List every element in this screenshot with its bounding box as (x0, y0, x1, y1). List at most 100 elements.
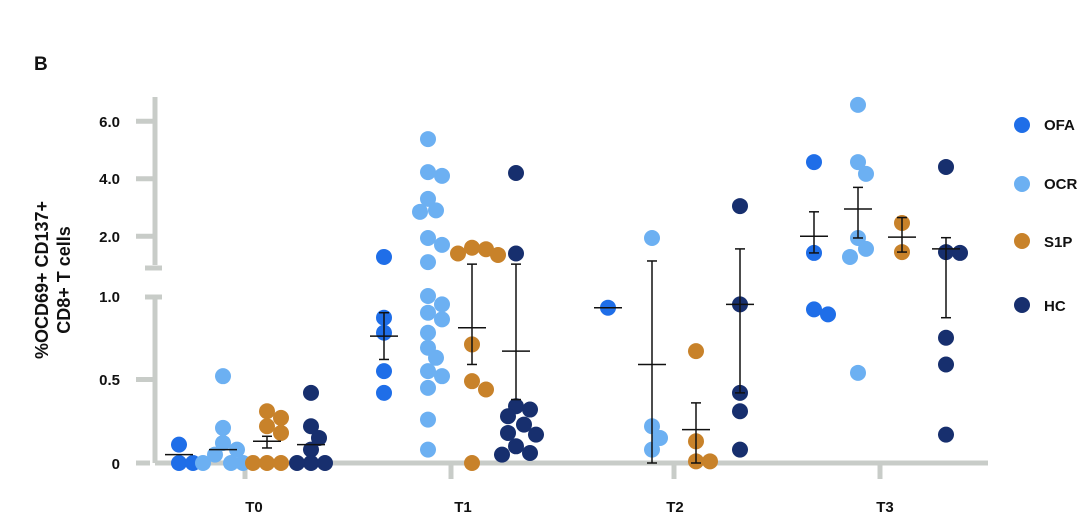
data-point-ocr (420, 304, 436, 321)
legend-marker-s1p (1014, 233, 1030, 249)
data-point-ocr (215, 419, 231, 436)
data-point-s1p (259, 418, 275, 435)
y-axis-label-line-1: %OCD69+ CD137+ (32, 201, 52, 359)
y-tick-label: 6.0 (99, 114, 120, 131)
x-tick-label: T1 (454, 499, 472, 516)
data-point-s1p (478, 241, 494, 258)
data-point-s1p (450, 245, 466, 262)
legend-marker-hc (1014, 297, 1030, 313)
data-point-s1p (464, 239, 480, 256)
data-point-ocr (215, 434, 231, 451)
data-point-s1p (245, 455, 261, 471)
data-point-s1p (702, 453, 718, 470)
legend-marker-ofa (1014, 117, 1030, 133)
data-point-ocr (420, 190, 436, 207)
data-point-hc (508, 245, 524, 262)
data-point-ocr (434, 368, 450, 385)
data-point-ofa (376, 384, 392, 401)
data-point-hc (528, 426, 544, 443)
data-point-ocr (420, 229, 436, 246)
data-point-s1p (464, 455, 480, 471)
data-point-ofa (376, 248, 392, 265)
data-point-ocr (652, 429, 668, 446)
data-point-s1p (464, 373, 480, 390)
data-point-ofa (171, 436, 187, 453)
data-point-ocr (420, 363, 436, 380)
x-tick-label: T2 (666, 499, 684, 516)
data-point-ofa (806, 301, 822, 318)
data-point-ocr (434, 296, 450, 313)
data-point-hc (303, 418, 319, 435)
data-point-ocr (858, 165, 874, 182)
legend-marker-ocr (1014, 176, 1030, 192)
data-point-hc (938, 356, 954, 373)
data-point-ocr (223, 455, 239, 471)
data-point-ocr (850, 154, 866, 171)
data-point-hc (522, 444, 538, 461)
data-point-hc (303, 455, 319, 471)
data-point-ocr (420, 131, 436, 148)
data-point-hc (317, 455, 333, 471)
data-point-hc (303, 441, 319, 458)
data-point-hc (732, 441, 748, 458)
y-tick-label: 4.0 (99, 171, 120, 188)
data-point-hc (952, 244, 968, 261)
data-point-ocr (207, 446, 223, 463)
data-point-ocr (420, 324, 436, 341)
data-point-s1p (273, 455, 289, 471)
x-tick-label: T3 (876, 499, 894, 516)
data-point-s1p (688, 343, 704, 360)
data-point-hc (303, 384, 319, 401)
data-point-ocr (420, 164, 436, 181)
data-point-ocr (195, 455, 211, 471)
legend-label-hc: HC (1044, 298, 1066, 315)
data-point-hc (516, 416, 532, 433)
data-point-ocr (420, 254, 436, 271)
legend-label-s1p: S1P (1044, 234, 1072, 251)
data-point-hc (311, 429, 327, 446)
data-point-ocr (420, 379, 436, 396)
data-point-ocr (434, 167, 450, 184)
data-point-ofa (806, 154, 822, 171)
data-point-hc (289, 455, 305, 471)
data-point-hc (938, 426, 954, 443)
y-axis-label-line-2: CD8+ T cells (54, 226, 74, 334)
data-point-hc (500, 424, 516, 441)
y-tick-label: 1.0 (99, 289, 120, 306)
data-point-hc (732, 198, 748, 215)
panel-label: B (34, 54, 48, 75)
y-tick-label: 0.5 (99, 372, 120, 389)
data-point-ocr (850, 96, 866, 113)
data-point-ocr (434, 311, 450, 328)
data-point-ocr (428, 349, 444, 366)
data-point-ocr (420, 288, 436, 304)
data-point-ofa (171, 455, 187, 471)
data-point-hc (938, 158, 954, 175)
data-point-hc (508, 165, 524, 181)
data-point-s1p (273, 409, 289, 426)
data-point-ocr (858, 240, 874, 257)
data-point-ocr (420, 441, 436, 458)
y-tick-label: 0 (112, 456, 120, 473)
data-point-ocr (842, 248, 858, 265)
data-point-ocr (215, 368, 231, 385)
data-point-ofa (376, 363, 392, 380)
data-point-ocr (428, 202, 444, 219)
data-point-hc (494, 446, 510, 463)
legend-label-ofa: OFA (1044, 117, 1075, 134)
data-point-ocr (420, 411, 436, 428)
data-point-hc (500, 408, 516, 425)
x-tick-label: T0 (245, 499, 263, 516)
data-point-ocr (412, 203, 428, 220)
data-point-hc (938, 329, 954, 346)
data-point-s1p (259, 455, 275, 471)
data-point-hc (522, 401, 538, 418)
data-point-s1p (259, 403, 275, 420)
data-point-ocr (434, 236, 450, 253)
data-point-s1p (273, 424, 289, 441)
legend-label-ocr: OCR (1044, 176, 1078, 193)
y-tick-label: 2.0 (99, 229, 120, 246)
data-point-ofa (820, 306, 836, 323)
